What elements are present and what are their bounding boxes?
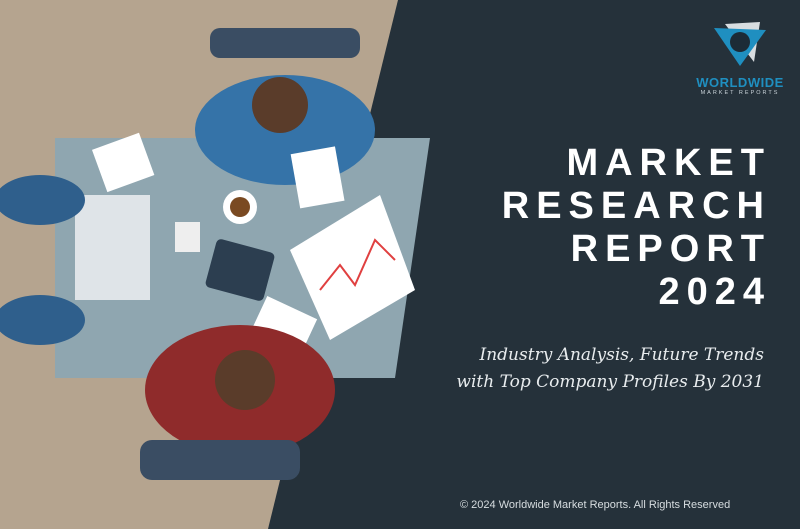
logo-subtext: MARKET REPORTS [700,90,780,96]
person-bottom-head [215,350,275,410]
person-left-arm-2 [0,295,85,345]
person-top-head [252,77,308,133]
calculator [175,222,200,252]
title-line: MARKET [566,142,771,184]
title-line: REPORT [570,228,771,270]
copyright-footer: © 2024 Worldwide Market Reports. All Rig… [460,499,731,511]
report-title: MARKET RESEARCH REPORT 2024 [502,142,764,314]
tablet [205,239,275,301]
subtitle-line: Industry Analysis, Future Trends [479,345,764,365]
person-left-arm [0,175,85,225]
title-line: RESEARCH [501,185,771,227]
document [290,146,345,209]
title-year: 2024 [658,271,771,313]
logo: WORLDWIDE MARKET REPORTS [690,18,790,96]
chair-bottom [140,440,300,480]
pie-chart-paper [91,132,155,193]
chair-top [210,28,360,58]
logo-wordmark: WORLDWIDE [696,75,784,90]
subtitle: Industry Analysis, Future Trends with To… [456,342,764,396]
line-chart-paper [290,195,415,340]
worldwide-logo-icon [714,22,766,66]
subtitle-line: with Top Company Profiles By 2031 [456,372,764,392]
laptop [75,195,150,300]
